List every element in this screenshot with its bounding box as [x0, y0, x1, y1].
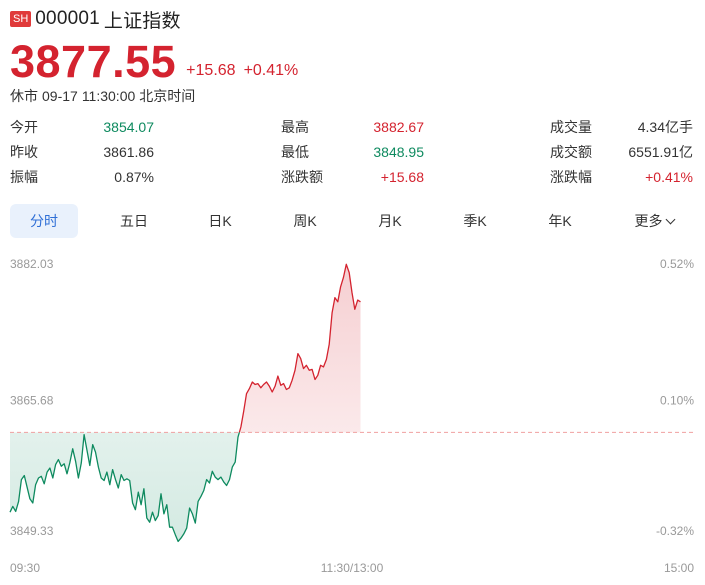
y-tick-right: -0.32%: [656, 524, 694, 538]
stat-label: 最低: [281, 144, 309, 160]
stock-code: 000001: [35, 8, 100, 29]
exchange-badge: SH: [10, 11, 32, 27]
stat-change-percent: 涨跌幅 +0.41%: [550, 166, 693, 188]
x-tick: 09:30: [10, 561, 40, 575]
stock-name: 上证指数: [103, 10, 181, 32]
stat-label: 最高: [281, 119, 309, 135]
stat-volume: 成交量 4.34亿手: [550, 116, 693, 138]
price-change: +15.68: [186, 62, 236, 79]
tab-daily-k[interactable]: 日K: [208, 213, 232, 229]
stat-value: 3848.95: [373, 144, 424, 160]
stat-label: 今开: [10, 119, 38, 135]
stat-value: +0.41%: [645, 169, 693, 185]
price-change-percent: +0.41%: [243, 62, 299, 79]
stat-label: 涨跌额: [281, 169, 323, 185]
stat-value: +15.68: [380, 169, 424, 185]
stat-value: 3854.07: [103, 119, 154, 135]
stat-change-amount: 涨跌额 +15.68: [281, 166, 424, 188]
stat-prev-close: 昨收 3861.86: [10, 141, 154, 163]
area-below-prev-close: [10, 432, 361, 542]
tab-monthly-k[interactable]: 月K: [378, 213, 402, 229]
stock-title: SH 000001 上证指数: [10, 6, 181, 32]
stat-open: 今开 3854.07: [10, 116, 154, 138]
tab-five-day[interactable]: 五日: [120, 213, 148, 229]
status-date: 09-17: [42, 88, 78, 104]
area-above-prev-close: [239, 264, 361, 433]
tab-more[interactable]: 更多: [616, 204, 692, 238]
price-row: 3877.55 +15.68 +0.41%: [10, 36, 298, 88]
stat-high: 最高 3882.67: [281, 116, 424, 138]
status-time: 11:30:00: [81, 88, 136, 104]
y-tick-right: 0.10%: [660, 394, 694, 408]
chevron-down-icon: [665, 214, 675, 225]
stat-value: 6551.91亿: [628, 144, 693, 160]
tab-more-label: 更多: [634, 213, 663, 229]
stat-turnover: 成交额 6551.91亿: [550, 141, 693, 163]
market-status: 休市: [10, 88, 38, 104]
tab-weekly-k[interactable]: 周K: [293, 213, 317, 229]
tab-quarterly-k[interactable]: 季K: [463, 213, 487, 229]
status-timezone: 北京时间: [139, 88, 196, 104]
stat-value: 4.34亿手: [637, 119, 693, 135]
stat-low: 最低 3848.95: [281, 141, 424, 163]
stat-value: 3861.86: [103, 144, 154, 160]
y-tick-right: 0.52%: [660, 257, 694, 271]
stat-value: 3882.67: [373, 119, 424, 135]
period-tabs: 分时 五日 日K 周K 月K 季K 年K 更多: [10, 204, 696, 238]
current-price: 3877.55: [10, 36, 177, 87]
y-tick-left: 3849.33: [10, 524, 54, 538]
tab-intraday[interactable]: 分时: [10, 204, 78, 238]
price-line-down: [9, 432, 241, 543]
price-line-up: [238, 263, 361, 433]
stat-label: 成交额: [550, 144, 592, 160]
stat-amplitude: 振幅 0.87%: [10, 166, 154, 188]
x-tick: 11:30/13:00: [321, 561, 384, 575]
stat-label: 昨收: [10, 144, 38, 160]
y-tick-left: 3865.68: [10, 394, 54, 408]
x-tick: 15:00: [664, 561, 694, 575]
stat-label: 振幅: [10, 169, 38, 185]
market-status-row: 休市 09-17 11:30:00 北京时间: [10, 86, 199, 106]
stats-grid: 今开 3854.07 最高 3882.67 成交量 4.34亿手 昨收 3861…: [10, 116, 696, 194]
stat-value: 0.87%: [114, 169, 154, 185]
stat-label: 成交量: [550, 119, 592, 135]
intraday-chart[interactable]: 3882.03 3865.68 3849.33 0.52% 0.10% -0.32% 09:…: [0, 250, 705, 585]
stat-label: 涨跌幅: [550, 169, 592, 185]
y-tick-left: 3882.03: [10, 257, 54, 271]
tab-yearly-k[interactable]: 年K: [548, 213, 572, 229]
